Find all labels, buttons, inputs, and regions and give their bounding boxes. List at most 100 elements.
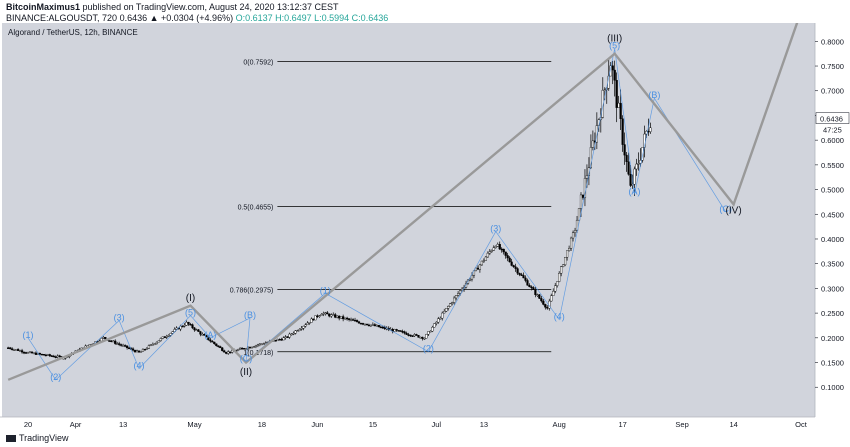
candle-body: [137, 350, 141, 353]
candle-body: [40, 353, 43, 356]
x-tick-label: Jul: [432, 420, 442, 429]
candle-body: [318, 315, 321, 317]
candle-body: [157, 340, 160, 343]
candle-body: [441, 312, 444, 319]
candle-body: [256, 344, 260, 347]
candle-body: [520, 274, 523, 276]
candle-body: [199, 331, 202, 335]
candle-body: [153, 343, 156, 345]
candle-body: [415, 334, 418, 336]
candle-body: [328, 313, 331, 317]
wave-label: (4): [133, 360, 144, 370]
last-price-badge: [815, 112, 850, 124]
candle-body: [552, 290, 555, 297]
y-tick-label: 0.2500: [821, 309, 844, 318]
tradingview-logo[interactable]: TradingView: [6, 433, 69, 443]
candle-body: [18, 350, 22, 352]
candle-body: [340, 316, 343, 319]
candle-body: [431, 326, 434, 332]
candle-body: [550, 295, 553, 302]
candle-body: [26, 352, 30, 354]
candle-body: [504, 251, 507, 256]
y-tick-label: 0.3500: [821, 260, 844, 269]
price-axis[interactable]: [815, 23, 850, 417]
candle-body: [15, 349, 18, 351]
x-tick-label: 13: [480, 420, 488, 429]
candle-body: [379, 326, 382, 329]
candle-body: [195, 329, 198, 331]
candle-body: [56, 355, 59, 358]
candle-body: [201, 334, 204, 336]
candle-body: [143, 348, 147, 351]
candle-body: [395, 329, 398, 331]
candle-body: [300, 327, 303, 330]
candle-body: [13, 349, 16, 351]
candle-body: [163, 336, 166, 339]
x-tick-label: 13: [119, 420, 127, 429]
candle-body: [108, 340, 111, 342]
candle-body: [449, 303, 452, 307]
time-axis[interactable]: [0, 417, 850, 431]
candle-body: [373, 324, 376, 327]
candle-body: [518, 272, 521, 275]
candle-body: [304, 324, 307, 327]
candle-body: [215, 343, 218, 346]
candle-body: [254, 345, 258, 347]
candle-body: [538, 294, 541, 299]
tradingview-icon: [6, 434, 16, 442]
wave-label: (I): [186, 293, 195, 304]
wave-label: (2): [50, 372, 61, 382]
candle-body: [490, 250, 493, 252]
candle-body: [399, 330, 402, 332]
fib-label: 0.5(0.4655): [238, 205, 274, 212]
candle-body: [262, 343, 265, 346]
candle-body: [417, 335, 420, 338]
candle-body: [205, 335, 208, 338]
chart-area[interactable]: Algorand / TetherUS, 12h, BINANCE 0(0.759…: [0, 23, 850, 431]
candle-body: [112, 340, 115, 343]
candle-body: [566, 250, 569, 258]
candle-body: [11, 348, 14, 350]
candle-body: [577, 208, 581, 221]
x-tick-label: Sep: [675, 420, 688, 429]
wave-label: (C): [240, 354, 253, 364]
candle-body: [22, 351, 26, 354]
candle-body: [9, 347, 12, 349]
price-chart[interactable]: Algorand / TetherUS, 12h, BINANCE 0(0.759…: [0, 23, 850, 431]
candle-body: [516, 268, 519, 274]
candle-body: [120, 344, 123, 346]
candle-body: [500, 248, 503, 251]
candle-body: [579, 194, 583, 209]
candle-body: [401, 331, 404, 333]
candle-body: [423, 337, 426, 340]
author-name[interactable]: BitcoinMaximus1: [6, 2, 81, 12]
candle-body: [464, 283, 468, 288]
candle-body: [102, 337, 105, 339]
candle-body: [294, 330, 297, 334]
candle-body: [457, 293, 460, 296]
candle-body: [488, 251, 491, 254]
candle-body: [365, 323, 369, 326]
candle-body: [110, 340, 113, 342]
candle-body: [42, 354, 45, 356]
candle-body: [118, 343, 121, 345]
candle-body: [470, 275, 474, 280]
y-tick-label: 0.7500: [821, 62, 844, 71]
candle-body: [498, 244, 501, 250]
candle-body: [595, 125, 598, 143]
candle-body: [124, 345, 127, 347]
wave-label: (1): [23, 330, 34, 340]
candle-body: [625, 154, 628, 162]
x-tick-label: 17: [618, 420, 626, 429]
candle-body: [568, 248, 571, 251]
candle-body: [359, 322, 363, 325]
candle-body: [278, 339, 281, 341]
candle-body: [34, 352, 38, 355]
candle-body: [619, 102, 622, 119]
candle-body: [486, 252, 489, 258]
candle-body: [355, 320, 359, 322]
x-tick-label: Aug: [553, 420, 566, 429]
candle-body: [211, 340, 214, 343]
candle-body: [421, 336, 424, 339]
candle-body: [302, 325, 305, 329]
